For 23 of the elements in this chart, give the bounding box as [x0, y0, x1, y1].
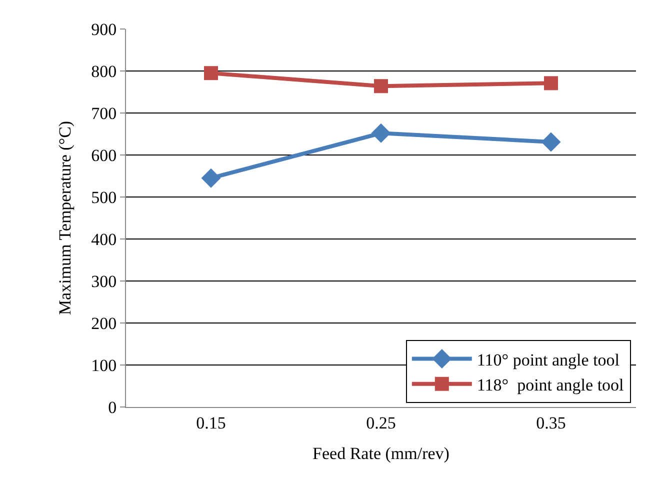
point [371, 123, 391, 143]
y-tick-label: 300 [91, 272, 117, 291]
point [201, 168, 221, 188]
y-tick-label: 500 [91, 188, 117, 207]
y-tick-label: 400 [91, 230, 117, 249]
x-axis-title: Feed Rate (mm/rev) [312, 444, 450, 463]
point [374, 79, 388, 94]
legend-label: 118° point angle tool [476, 376, 624, 394]
legend-label: 110° point angle tool [476, 350, 620, 370]
point [544, 76, 558, 90]
y-tick-label: 600 [91, 146, 117, 165]
y-axis-title: Maximum Temperature (°C) [56, 120, 75, 316]
point [204, 66, 218, 80]
y-tick-label: 700 [91, 104, 117, 123]
y-tick-label: 100 [91, 356, 117, 375]
y-tick-label: 0 [108, 398, 117, 417]
x-tick-label: 0.25 [366, 413, 396, 432]
y-tick-label: 200 [91, 314, 117, 333]
x-tick-label: 0.15 [196, 413, 226, 432]
point [541, 132, 561, 152]
y-tick-label: 800 [91, 62, 117, 81]
y-tick-label: 900 [91, 20, 117, 39]
x-tick-label: 0.35 [536, 413, 566, 432]
